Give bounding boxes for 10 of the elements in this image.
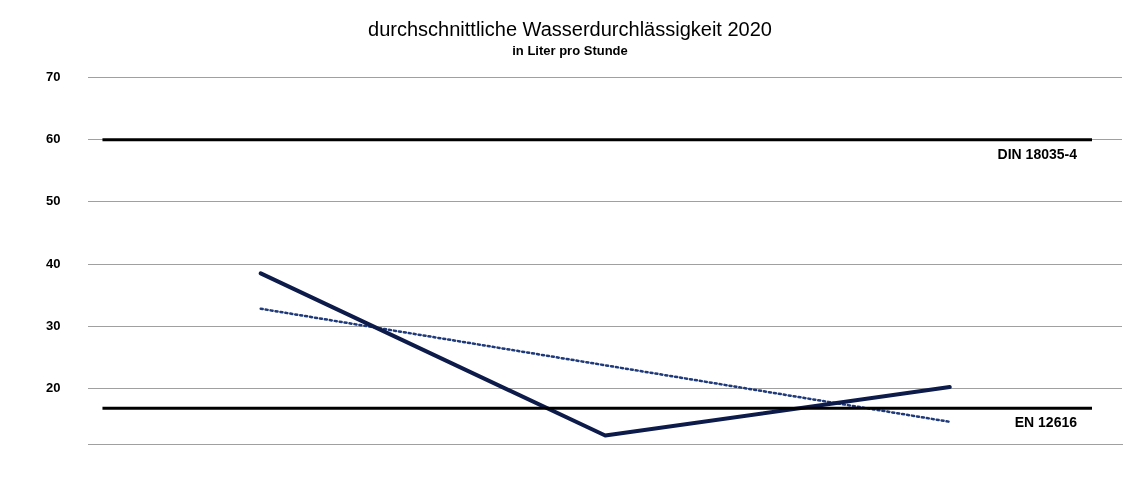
chart-title: durchschnittliche Wasserdurchlässigkeit 2020: [368, 17, 772, 40]
ref-line-label: EN 12616: [1014, 414, 1078, 431]
y-tick-label: 20: [45, 379, 61, 395]
chart-subtitle: in Liter pro Stunde: [512, 43, 628, 59]
y-tick-label: 40: [45, 255, 61, 271]
y-tick-label: 60: [45, 131, 61, 147]
y-tick-label: 70: [45, 69, 61, 85]
ref-line-label: DIN 18035-4: [997, 145, 1078, 162]
y-tick-label: 30: [45, 317, 61, 333]
y-tick-label: 50: [45, 193, 61, 209]
